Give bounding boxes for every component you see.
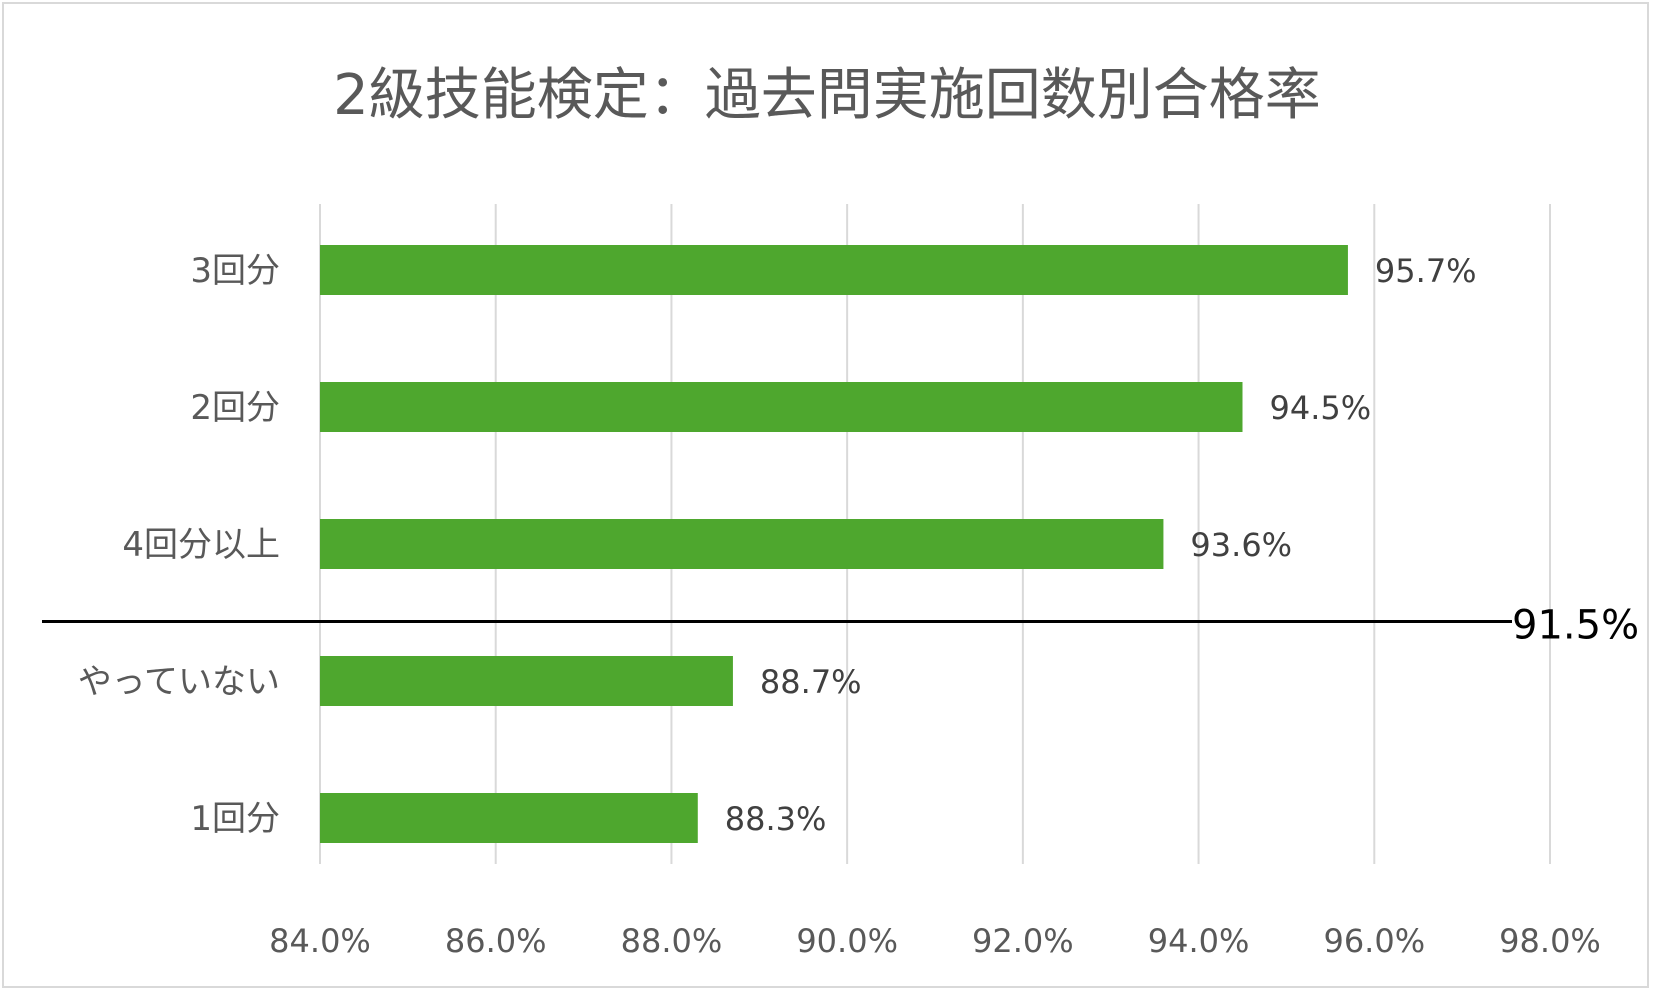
x-tick-label: 84.0% <box>269 922 371 960</box>
bar <box>320 793 698 843</box>
chart-title: 2級技能検定：過去問実施回数別合格率 <box>333 63 1321 128</box>
category-label: 3回分 <box>190 251 280 291</box>
x-tick-label: 96.0% <box>1323 922 1425 960</box>
data-label: 88.3% <box>725 800 827 838</box>
bars <box>320 245 1348 843</box>
bar <box>320 656 733 706</box>
bar <box>320 245 1348 295</box>
x-axis-tick-labels: 84.0% 86.0% 88.0% 90.0% 92.0% 94.0% 96.0% 98.0% <box>269 922 1601 960</box>
bar <box>320 382 1243 432</box>
data-label: 93.6% <box>1190 526 1292 564</box>
x-tick-label: 88.0% <box>621 922 723 960</box>
category-label: 4回分以上 <box>122 525 280 565</box>
category-label: 1回分 <box>190 799 280 839</box>
x-tick-label: 92.0% <box>972 922 1074 960</box>
bar-chart: 2級技能検定：過去問実施回数別合格率 3回分2回分4回分以上やっていない1回分 … <box>42 63 1639 960</box>
category-label: 2回分 <box>190 388 280 428</box>
x-tick-label: 90.0% <box>796 922 898 960</box>
x-tick-label: 86.0% <box>445 922 547 960</box>
data-label: 94.5% <box>1270 389 1372 427</box>
x-tick-label: 94.0% <box>1148 922 1250 960</box>
x-tick-label: 98.0% <box>1499 922 1601 960</box>
data-labels: 95.7% 94.5% 93.6% 88.7% 88.3% <box>725 252 1477 838</box>
reference-line-group: 91.5% <box>42 603 1639 649</box>
reference-line-label: 91.5% <box>1512 603 1639 649</box>
data-label: 88.7% <box>760 663 862 701</box>
category-label: やっていない <box>78 662 280 702</box>
data-label: 95.7% <box>1375 252 1477 290</box>
bar <box>320 519 1164 569</box>
